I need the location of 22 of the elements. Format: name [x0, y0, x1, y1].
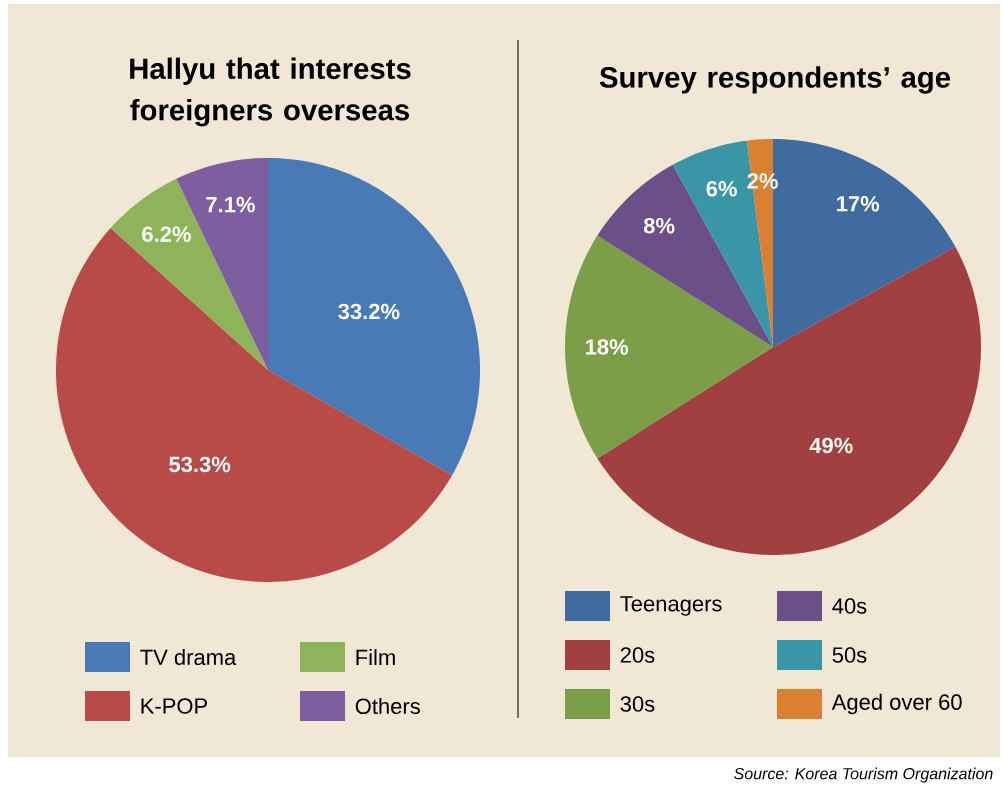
data-label: 6% — [706, 180, 737, 197]
legend-label: Others — [355, 697, 420, 715]
chart-title: Survey respondents’ age — [599, 66, 951, 94]
data-label: 18% — [585, 339, 629, 355]
data-label: 6.2% — [142, 226, 191, 242]
legend-label: 50s — [832, 647, 867, 663]
data-label: 8% — [643, 217, 675, 234]
data-label: 53.3% — [169, 456, 231, 473]
legend-label: Film — [356, 649, 395, 665]
legend-label: K-POP — [141, 698, 208, 714]
chart-title: Hallyu that interests foreigners overseas — [130, 57, 411, 127]
legend-label: Aged over 60 — [831, 693, 962, 715]
data-label: 49% — [809, 437, 853, 454]
legend-label: TV drama — [140, 648, 237, 666]
data-label: 17% — [837, 196, 880, 212]
source-note: Source: Korea Tourism Organization — [734, 767, 993, 783]
legend-label: Teenagers — [620, 596, 722, 616]
data-label: 33.2% — [338, 303, 400, 320]
legend-label: 20s — [620, 647, 655, 663]
legend-label: 30s — [620, 696, 655, 712]
data-label: 7.1% — [206, 196, 255, 213]
legend-label: 40s — [832, 598, 867, 614]
